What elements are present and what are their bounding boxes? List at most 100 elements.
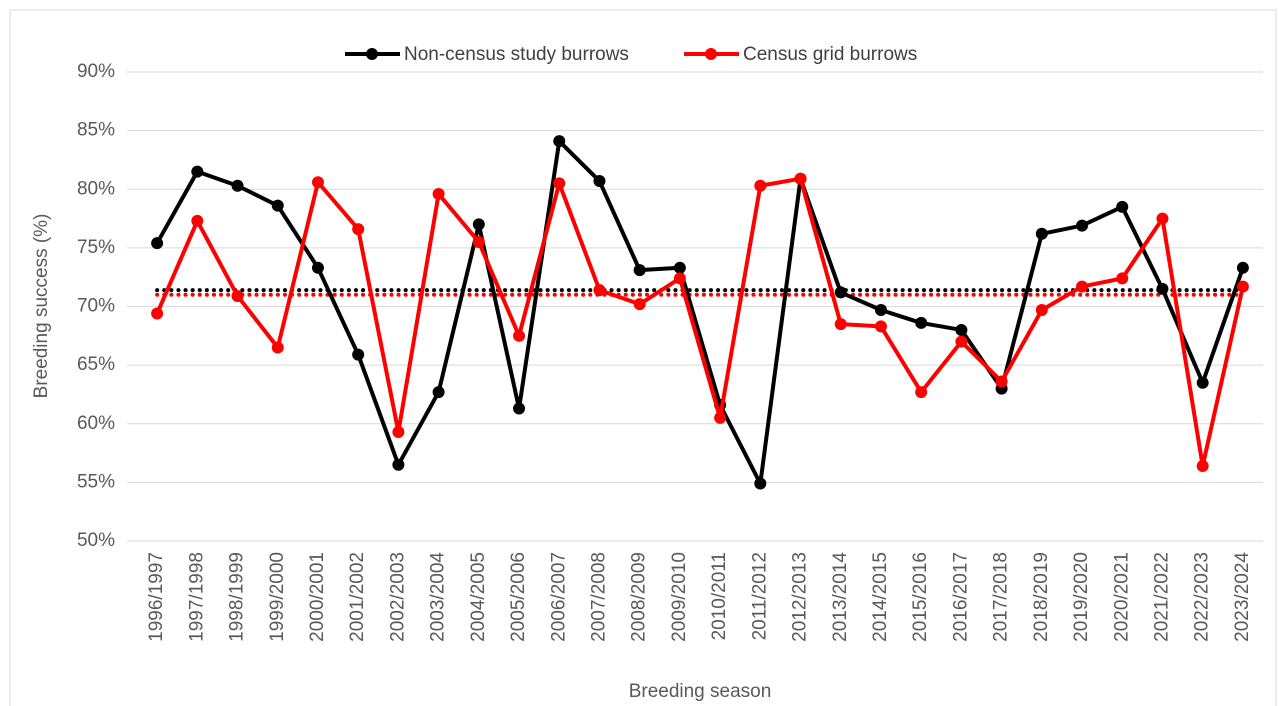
x-tick-label: 2002/2003: [387, 552, 408, 642]
data-point: [271, 199, 284, 212]
data-point: [1196, 376, 1209, 389]
data-point: [593, 175, 606, 188]
x-tick-label: 2006/2007: [548, 552, 569, 642]
x-tick-label: 2003/2004: [428, 552, 449, 642]
data-point: [472, 218, 485, 231]
data-point: [352, 223, 365, 236]
x-tick-label: 2004/2005: [468, 552, 489, 642]
x-tick-label: 2021/2022: [1151, 552, 1172, 642]
data-point: [553, 135, 566, 148]
y-tick-label: 60%: [77, 413, 115, 434]
data-point: [1116, 272, 1129, 285]
data-point: [271, 341, 284, 354]
data-point: [311, 176, 324, 189]
x-tick-label: 2005/2006: [508, 552, 529, 642]
data-point: [513, 402, 526, 415]
data-point: [1236, 261, 1249, 274]
data-point: [1196, 459, 1209, 472]
data-point: [955, 323, 968, 336]
data-point: [874, 304, 887, 317]
y-tick-label: 75%: [77, 237, 115, 258]
x-tick-label: 2009/2010: [669, 552, 690, 642]
data-point: [633, 298, 646, 311]
data-point: [673, 272, 686, 285]
y-tick-label: 70%: [77, 296, 115, 317]
data-point: [352, 348, 365, 361]
x-tick-label: 1998/1999: [227, 552, 248, 642]
data-point: [151, 307, 164, 320]
data-point: [553, 177, 566, 190]
data-point: [1035, 304, 1048, 317]
x-tick-label: 2001/2002: [347, 552, 368, 642]
x-tick-label: 2023/2024: [1232, 552, 1253, 642]
legend-label: Census grid burrows: [743, 44, 917, 65]
data-point: [874, 320, 887, 333]
x-tick-label: 2018/2019: [1031, 552, 1052, 642]
data-point: [1156, 212, 1169, 225]
legend-marker: [705, 48, 717, 60]
chart-frame: [9, 9, 1277, 706]
data-point: [915, 386, 928, 399]
y-axis-title: Breeding success (%): [31, 214, 52, 399]
data-point: [673, 261, 686, 274]
x-tick-label: 2019/2020: [1071, 552, 1092, 642]
x-tick-label: 2010/2011: [709, 552, 730, 640]
legend-label: Non-census study burrows: [404, 44, 629, 65]
data-point: [432, 386, 445, 399]
x-tick-label: 2012/2013: [790, 552, 811, 642]
data-point: [834, 318, 847, 331]
data-point: [513, 329, 526, 342]
data-point: [311, 261, 324, 274]
data-point: [231, 179, 244, 192]
x-tick-label: 1997/1998: [186, 552, 207, 642]
x-tick-label: 2000/2001: [307, 552, 328, 642]
x-tick-label: 2011/2012: [749, 552, 770, 640]
x-tick-label: 2017/2018: [991, 552, 1012, 642]
data-point: [754, 477, 767, 490]
y-tick-label: 55%: [77, 471, 115, 492]
x-tick-label: 2016/2017: [950, 552, 971, 642]
data-point: [191, 214, 204, 227]
x-tick-label: 2020/2021: [1111, 552, 1132, 642]
data-point: [955, 335, 968, 348]
data-point: [1035, 227, 1048, 240]
x-tick-label: 2015/2016: [910, 552, 931, 642]
x-tick-label: 2014/2015: [870, 552, 891, 642]
x-tick-label: 1999/2000: [267, 552, 288, 642]
data-point: [231, 289, 244, 302]
x-tick-label: 2022/2023: [1192, 552, 1213, 642]
data-point: [915, 316, 928, 329]
data-point: [1156, 282, 1169, 295]
y-tick-label: 65%: [77, 354, 115, 375]
series-line: [155, 176, 1245, 468]
data-point: [754, 179, 767, 192]
data-point: [1116, 200, 1129, 213]
data-point: [633, 264, 646, 277]
x-tick-label: 2007/2008: [588, 552, 609, 642]
data-point: [151, 237, 164, 250]
series-line: [155, 139, 1245, 486]
x-tick-label: 2013/2014: [830, 552, 851, 642]
data-point: [593, 284, 606, 297]
y-tick-label: 80%: [77, 178, 115, 199]
y-tick-label: 90%: [77, 61, 115, 82]
x-axis-title: Breeding season: [629, 681, 772, 702]
legend-marker: [366, 48, 378, 60]
data-point: [191, 165, 204, 178]
data-point: [714, 411, 727, 424]
y-tick-label: 85%: [77, 120, 115, 141]
y-tick-label: 50%: [77, 530, 115, 551]
data-point: [392, 425, 405, 438]
data-point: [794, 172, 807, 185]
data-point: [995, 375, 1008, 388]
x-tick-label: 1996/1997: [146, 552, 167, 642]
x-tick-label: 2008/2009: [629, 552, 650, 642]
data-point: [1076, 280, 1089, 293]
data-point: [1236, 280, 1249, 293]
data-point: [472, 236, 485, 249]
data-point: [1076, 219, 1089, 232]
data-point: [432, 187, 445, 200]
data-point: [834, 286, 847, 299]
data-point: [392, 458, 405, 471]
